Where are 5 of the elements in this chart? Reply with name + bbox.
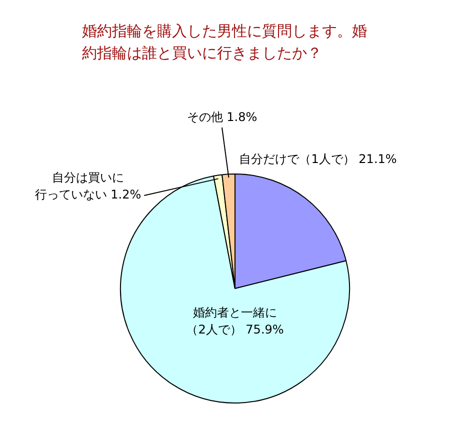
slice-label: 婚約者と一緒に（2人で） 75.9% bbox=[186, 306, 284, 337]
slice-label: 自分は買いに行っていない 1.2% bbox=[34, 170, 142, 202]
slice-label: 自分だけで（1人で） 21.1% bbox=[239, 152, 397, 166]
slice-label: その他 1.8% bbox=[186, 110, 258, 124]
chart-title: 婚約指輪を購入した男性に質問します。婚約指輪は誰と買いに行きましたか？ bbox=[82, 21, 368, 64]
